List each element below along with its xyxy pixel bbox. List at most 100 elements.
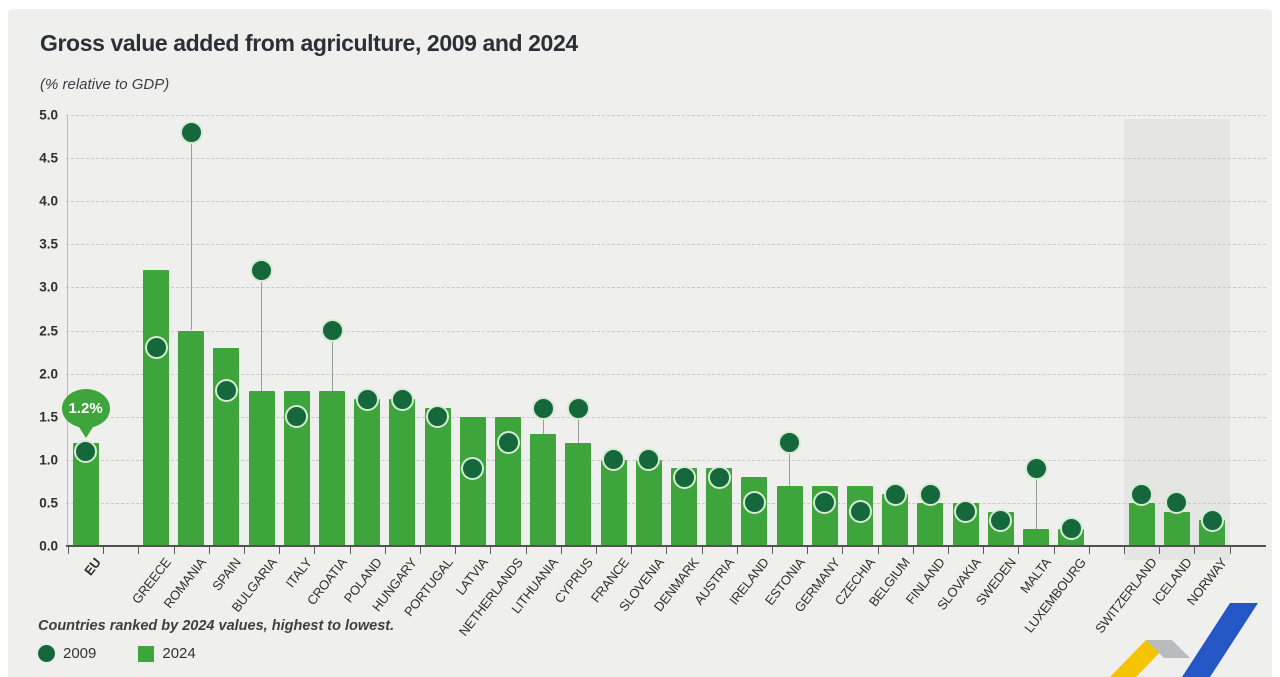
legend-2009-label: 2009: [63, 645, 97, 662]
dot-2009-czechia: [848, 500, 872, 524]
x-axis-tick: [279, 547, 281, 554]
x-axis-tick: [349, 547, 351, 554]
y-axis-label-2.5: 2.5: [39, 323, 58, 338]
dot-2009-spain: [214, 379, 238, 403]
chart-subtitle: (% relative to GDP): [40, 76, 170, 93]
dot-2009-cyprus: [566, 396, 590, 420]
bar-2024-slovenia: [635, 459, 662, 546]
x-axis-tick: [103, 547, 105, 554]
gridline-4.5: [66, 158, 1266, 160]
y-axis-label-4.5: 4.5: [39, 150, 58, 166]
dot-2009-hungary: [390, 387, 414, 411]
chart-footnote: Countries ranked by 2024 values, highest…: [38, 618, 395, 634]
x-axis-tick: [560, 547, 562, 554]
x-axis-tick: [1053, 547, 1055, 554]
y-axis-label-4.0: 4.0: [39, 193, 58, 209]
dot-2009-slovakia: [954, 500, 978, 524]
stem-cyprus: [577, 408, 579, 443]
x-axis-tick: [525, 547, 527, 554]
x-axis-tick: [912, 547, 914, 554]
bar-2024-switzerland: [1128, 502, 1155, 546]
x-axis-tick: [455, 547, 457, 554]
x-axis-tick: [983, 547, 985, 554]
dot-2009-netherlands: [496, 431, 520, 455]
x-axis-tick: [490, 547, 492, 554]
dot-2009-greece: [144, 336, 168, 360]
x-axis-tick: [736, 547, 738, 554]
dot-2009-france: [602, 448, 626, 472]
gridline-2.5: [66, 330, 1266, 332]
bar-2024-greece: [143, 270, 169, 546]
chart-card-background: [8, 9, 1272, 677]
x-axis-tick: [666, 547, 668, 554]
x-axis-line: [66, 545, 1266, 547]
dot-2009-estonia: [778, 431, 802, 455]
bar-2024-latvia: [459, 416, 486, 546]
gridline-1.0: [66, 459, 1266, 461]
eu-value-badge-pointer-icon: [76, 423, 95, 447]
y-axis-label-0.0: 0.0: [39, 538, 58, 554]
x-axis-tick: [1229, 547, 1231, 554]
x-axis-tick: [596, 547, 597, 554]
x-axis-tick: [1088, 547, 1090, 554]
dot-2009-italy: [285, 405, 309, 429]
dot-2009-bulgaria: [250, 258, 274, 282]
y-axis-label-3.5: 3.5: [39, 236, 58, 252]
bar-2024-malta: [1023, 528, 1049, 546]
legend-2009-circle-icon: [38, 645, 55, 662]
y-axis-label-3.0: 3.0: [39, 279, 58, 295]
y-axis-label-2.0: 2.0: [39, 366, 58, 382]
dot-2009-lithuania: [531, 396, 555, 420]
dot-2009-austria: [707, 465, 731, 489]
eu-value-badge: 1.2%: [61, 388, 110, 428]
y-axis-label-1.5: 1.5: [39, 409, 58, 425]
stem-romania: [190, 132, 192, 331]
legend-item-2009: 2009: [38, 645, 96, 662]
bar-2024-croatia: [319, 390, 345, 546]
dot-2009-eu: [74, 439, 98, 463]
stem-estonia: [789, 442, 791, 486]
y-axis-line: [67, 115, 68, 546]
dot-2009-croatia: [320, 319, 344, 342]
stem-malta: [1035, 468, 1037, 529]
bar-2024-france: [600, 459, 627, 546]
x-axis-tick: [420, 547, 421, 554]
x-axis-tick: [1124, 547, 1125, 554]
stem-croatia: [331, 330, 333, 391]
x-axis-tick: [772, 547, 773, 554]
bar-2024-hungary: [389, 399, 416, 546]
chart-title: Gross value added from agriculture, 2009…: [40, 30, 578, 56]
bar-2024-iceland: [1163, 511, 1190, 546]
x-axis-tick: [631, 547, 633, 554]
bar-2024-finland: [917, 502, 944, 546]
stem-bulgaria: [261, 270, 263, 391]
bar-2024-portugal: [424, 408, 451, 546]
zigzag-brand-logo-icon: [1110, 603, 1258, 677]
dot-2009-romania: [179, 120, 203, 144]
dot-2009-iceland: [1165, 491, 1189, 515]
dot-2009-luxembourg: [1059, 517, 1083, 541]
y-axis-label-1.0: 1.0: [39, 452, 58, 468]
x-axis-tick: [384, 547, 386, 554]
x-axis-tick: [1018, 547, 1020, 554]
gridline-0.5: [66, 502, 1266, 504]
gridline-3.5: [66, 244, 1266, 246]
x-axis-tick: [807, 547, 809, 554]
chart-legend: 2009 2024: [38, 645, 224, 662]
legend-2024-label: 2024: [162, 645, 196, 662]
dot-2009-poland: [355, 387, 379, 411]
gridline-5.0: [66, 115, 1266, 116]
x-axis-tick: [244, 547, 245, 554]
dot-2009-belgium: [883, 482, 907, 506]
gridline-4.0: [66, 201, 1266, 203]
dot-2009-sweden: [989, 508, 1013, 532]
dot-2009-germany: [813, 491, 837, 515]
legend-item-2024: 2024: [138, 645, 196, 662]
bar-2024-lithuania: [530, 433, 557, 546]
bar-2024-spain: [213, 347, 240, 546]
x-axis-tick: [138, 547, 140, 554]
x-axis-tick: [701, 547, 703, 554]
legend-2024-square-icon: [138, 645, 155, 662]
x-axis-tick: [1159, 547, 1161, 554]
gridline-2.0: [66, 373, 1266, 375]
